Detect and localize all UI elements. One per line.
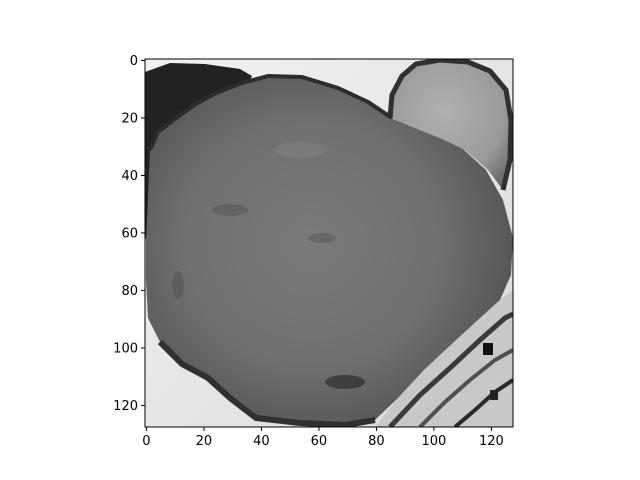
x-tick-label: 80 bbox=[368, 434, 385, 449]
y-tick-label: 100 bbox=[113, 341, 138, 356]
x-tick-label: 0 bbox=[142, 434, 150, 449]
x-tick-label: 120 bbox=[479, 434, 504, 449]
lower-right-texture bbox=[375, 290, 513, 427]
lower-right-dark-streak-2 bbox=[418, 348, 513, 427]
x-tick-label: 40 bbox=[253, 434, 270, 449]
y-tick-label: 120 bbox=[113, 399, 138, 414]
internal-texture-4 bbox=[325, 375, 365, 389]
grayscale-image bbox=[145, 59, 513, 427]
upper-left-dark-band bbox=[145, 63, 252, 240]
lower-right-dark-streak-1 bbox=[388, 311, 513, 427]
x-tick-label: 20 bbox=[196, 434, 213, 449]
internal-texture-2 bbox=[308, 233, 336, 243]
lower-right-dark-streak-3 bbox=[453, 378, 513, 427]
y-tick-label: 40 bbox=[121, 169, 138, 184]
upper-right-region bbox=[390, 60, 511, 190]
y-tick-label: 80 bbox=[121, 284, 138, 299]
y-axis: 0 20 40 60 80 100 120 bbox=[113, 54, 145, 414]
y-tick-label: 60 bbox=[121, 226, 138, 241]
main-mass-rim bbox=[148, 73, 394, 151]
dark-speck-2 bbox=[490, 390, 498, 400]
main-mass bbox=[146, 76, 513, 425]
x-tick-label: 60 bbox=[311, 434, 328, 449]
upper-right-outline bbox=[387, 59, 513, 191]
lower-rim bbox=[157, 339, 376, 427]
y-tick-label: 20 bbox=[121, 111, 138, 126]
plot-frame bbox=[144, 58, 514, 428]
x-axis: 0 20 40 60 80 100 120 bbox=[142, 427, 504, 449]
internal-texture-1 bbox=[212, 204, 248, 216]
y-tick-label: 0 bbox=[130, 54, 138, 69]
dark-speck-1 bbox=[483, 343, 493, 355]
internal-texture-5 bbox=[274, 142, 326, 158]
internal-texture-3 bbox=[172, 271, 184, 299]
x-tick-label: 100 bbox=[422, 434, 447, 449]
